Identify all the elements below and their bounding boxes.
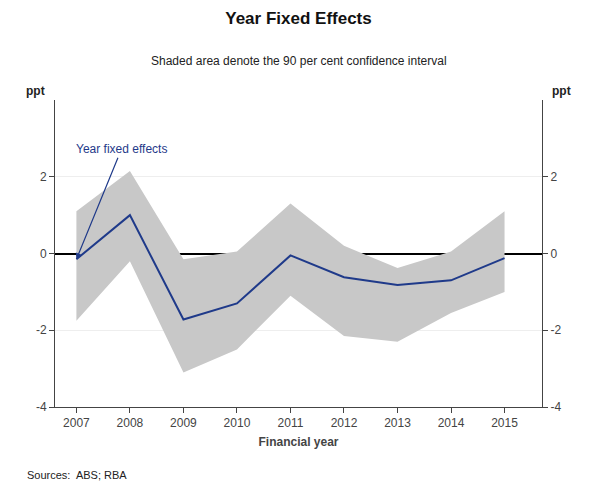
svg-text:2013: 2013 [384,416,411,430]
svg-text:ppt: ppt [26,84,45,98]
svg-text:Sources: ABS; RBA: Sources: ABS; RBA [27,469,127,481]
svg-text:0: 0 [550,247,557,261]
svg-text:-2: -2 [550,323,561,337]
svg-text:ppt: ppt [552,84,571,98]
svg-text:-4: -4 [36,400,47,414]
svg-text:2009: 2009 [170,416,197,430]
svg-text:Shaded area denote the 90 per: Shaded area denote the 90 per cent confi… [151,54,447,68]
svg-text:2: 2 [40,170,47,184]
svg-text:2: 2 [550,170,557,184]
svg-text:2011: 2011 [278,416,304,430]
svg-text:Year Fixed Effects: Year Fixed Effects [225,9,371,28]
svg-text:2014: 2014 [438,416,465,430]
svg-text:-2: -2 [36,323,47,337]
svg-text:0: 0 [40,247,47,261]
svg-text:2008: 2008 [117,416,144,430]
svg-text:2015: 2015 [491,416,518,430]
svg-text:2012: 2012 [331,416,358,430]
svg-text:2007: 2007 [63,416,90,430]
svg-text:2010: 2010 [224,416,251,430]
svg-text:Year fixed effects: Year fixed effects [76,142,167,156]
svg-text:Financial year: Financial year [258,435,338,449]
svg-text:-4: -4 [550,400,561,414]
